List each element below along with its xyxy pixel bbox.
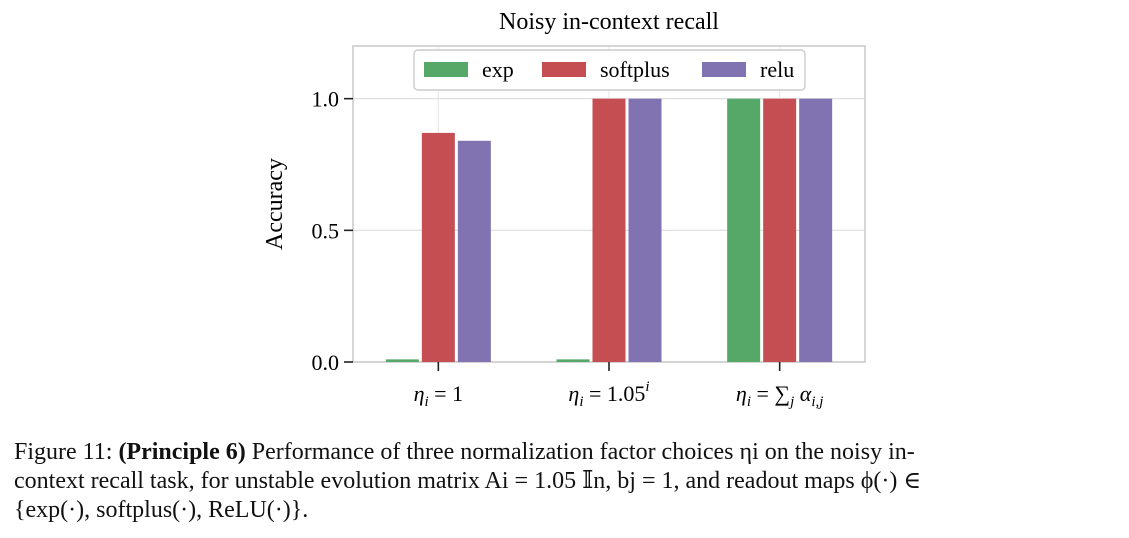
y-tick-label: 0.5 bbox=[312, 218, 340, 243]
y-tick-label: 0.0 bbox=[312, 350, 340, 375]
bar-exp bbox=[727, 98, 761, 363]
figure-caption: Figure 11: (Principle 6) Performance of … bbox=[14, 438, 1114, 525]
caption-line-1: Figure 11: (Principle 6) Performance of … bbox=[14, 438, 1114, 467]
legend-box bbox=[413, 49, 806, 91]
bar-softplus bbox=[421, 132, 455, 362]
legend-swatch-softplus bbox=[542, 62, 586, 77]
caption-line-3: {exp(·), softplus(·), ReLU(·)}. bbox=[14, 497, 309, 523]
legend-label-exp: exp bbox=[482, 57, 514, 82]
bar-softplus bbox=[763, 98, 797, 363]
chart-title: Noisy in-context recall bbox=[499, 9, 719, 35]
y-tick-label: 1.0 bbox=[312, 87, 340, 112]
bar-relu bbox=[799, 98, 833, 363]
bar-exp bbox=[556, 359, 590, 362]
bar-relu bbox=[628, 98, 662, 363]
x-axis: ηi = 1 ηi = 1.05i ηi = ∑j αi,j bbox=[414, 362, 824, 410]
legend-label-relu: relu bbox=[760, 57, 794, 82]
caption-label: Figure 11: bbox=[14, 439, 113, 465]
bar-softplus bbox=[592, 98, 626, 363]
caption-bold: (Principle 6) bbox=[118, 439, 246, 465]
caption-text-1: Performance of three normalization facto… bbox=[251, 439, 915, 465]
x-tick-label: ηi = 1.05i bbox=[568, 379, 649, 410]
bar-relu bbox=[457, 140, 491, 362]
x-tick-label: ηi = ∑j αi,j bbox=[736, 381, 824, 410]
bars bbox=[385, 98, 833, 363]
y-axis: 0.0 0.5 1.0 bbox=[312, 87, 353, 375]
legend-swatch-relu bbox=[702, 62, 746, 77]
bar-chart: Noisy in-context recall 0.0 0.5 1.0 ηi = 1… bbox=[262, 9, 866, 410]
y-axis-label: Accuracy bbox=[262, 158, 288, 250]
legend-label-softplus: softplus bbox=[600, 57, 670, 82]
legend-swatch-exp bbox=[424, 62, 468, 77]
bar-exp bbox=[385, 359, 419, 362]
x-tick-label: ηi = 1 bbox=[414, 381, 464, 410]
caption-line-2: context recall task, for unstable evolut… bbox=[14, 468, 922, 494]
legend: exp softplus relu bbox=[413, 49, 806, 91]
